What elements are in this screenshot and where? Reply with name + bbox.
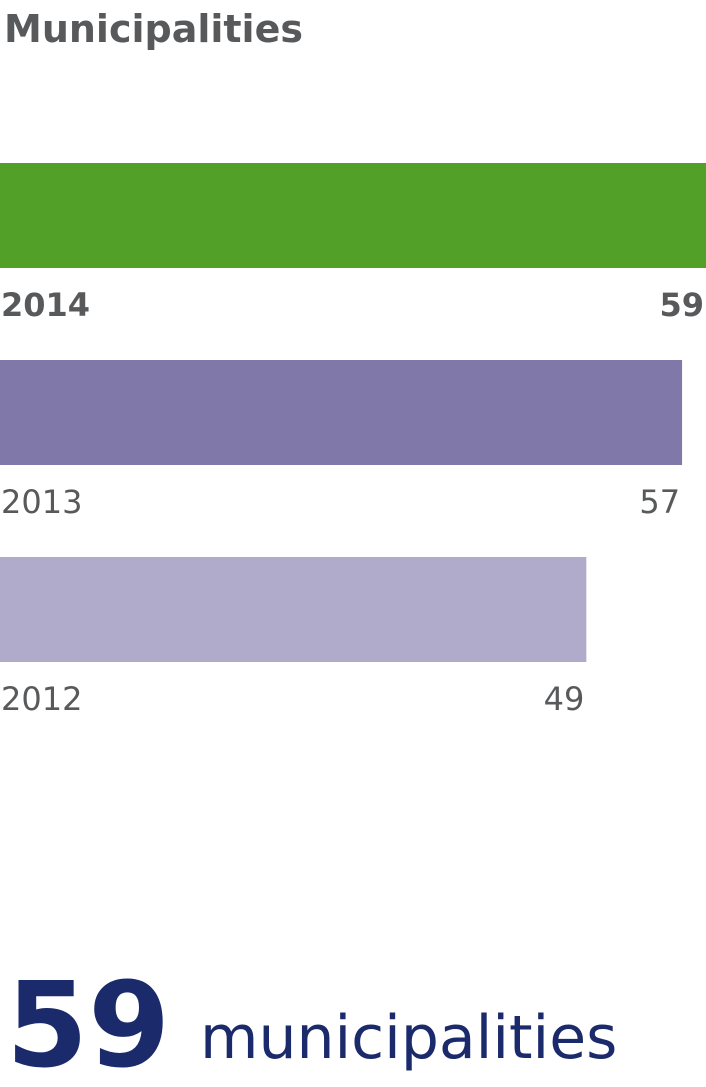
bar (0, 557, 587, 662)
value-label: 59 (659, 286, 704, 324)
bar (0, 163, 706, 268)
callout-number: 59 (6, 956, 170, 1087)
category-label: 2012 (1, 680, 82, 718)
callout-text: municipalities (200, 1003, 617, 1073)
bar (0, 360, 683, 465)
category-label: 2013 (1, 483, 82, 521)
value-label: 49 (544, 680, 585, 718)
chart-title: Municipalities (4, 7, 303, 51)
value-label: 57 (639, 483, 680, 521)
category-label: 2014 (1, 286, 90, 324)
